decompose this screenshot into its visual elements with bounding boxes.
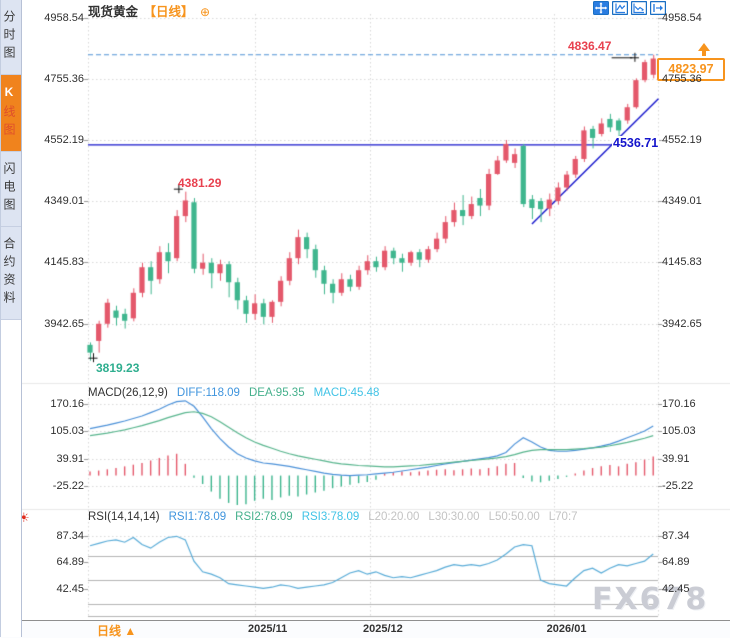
- y-axis-tick-label: 39.91: [56, 452, 84, 465]
- watermark: FX678: [592, 582, 709, 617]
- y-axis-tick-label: 87.34: [56, 529, 84, 542]
- sidebar-item-time-chart[interactable]: 分时图: [1, 0, 21, 75]
- price-pointer-stem: [702, 51, 706, 56]
- symbol-name: 现货黄金: [88, 5, 139, 19]
- y-axis-tick-label: 4552.19: [662, 134, 702, 147]
- y-axis-tick-label: 64.89: [56, 556, 84, 569]
- y-axis-tick-label: 4145.83: [44, 256, 84, 269]
- y-axis-tick-label: 4349.01: [44, 195, 84, 208]
- macd-dea-value: DEA:95.35: [248, 387, 305, 399]
- x-axis-tick-label: 2026/01: [546, 623, 587, 635]
- y-axis-tick-label: 4755.36: [662, 73, 702, 86]
- y-axis-tick-label: 4958.54: [662, 12, 702, 25]
- y-axis-tick-label: -25.22: [52, 480, 84, 493]
- indicator-settings-icon[interactable]: ☀: [18, 510, 30, 525]
- x-axis-tick-label: 2025/11: [248, 623, 288, 635]
- macd-macd-value: MACD:45.48: [313, 387, 380, 399]
- y-axis-tick-label: 170.16: [50, 398, 84, 411]
- period-selector[interactable]: 日线 ▲: [97, 622, 136, 639]
- period-tag: 【日线】: [143, 5, 194, 19]
- chevron-up-icon: ▲: [124, 624, 137, 638]
- sidebar-item-label: 线图: [2, 105, 16, 141]
- y-axis-tick-label: 105.03: [50, 425, 84, 438]
- y-axis-tick-label: -25.22: [662, 480, 694, 493]
- scale-compress-icon[interactable]: [630, 0, 648, 16]
- rsi-l70-level: L70:7: [548, 511, 578, 523]
- macd-indicator-header: MACD(26,12,9) DIFF:118.09 DEA:95.35 MACD…: [88, 387, 379, 399]
- sidebar-item-kline-chart[interactable]: K线图: [1, 75, 21, 152]
- chart-title: 现货黄金 【日线】 ⊕: [88, 1, 210, 20]
- rsi1-value: RSI1:78.09: [168, 511, 227, 523]
- support-price-label: 4536.71: [612, 136, 660, 150]
- rsi2-value: RSI2:78.09: [235, 511, 293, 523]
- peak-price-label: 4381.29: [178, 176, 222, 190]
- y-axis-tick-label: 42.45: [662, 583, 690, 596]
- scale-expand-icon[interactable]: [611, 0, 629, 16]
- y-axis-tick-label: 3942.65: [44, 317, 84, 330]
- rsi-l30-level: L30:30.00: [428, 511, 480, 523]
- add-indicator-icon[interactable]: ⊕: [200, 5, 211, 19]
- y-axis-tick-label: 4552.19: [44, 134, 84, 147]
- y-axis-tick-label: 4349.01: [662, 195, 702, 208]
- y-axis-tick-label: 87.34: [662, 529, 690, 542]
- resistance-price-label: 4836.47: [568, 39, 612, 53]
- macd-name: MACD(26,12,9): [88, 387, 168, 399]
- rsi3-value: RSI3:78.09: [301, 511, 360, 523]
- rsi-l20-level: L20:20.00: [368, 511, 420, 523]
- chart-toolbar: [593, 0, 667, 16]
- sidebar-item-label: K: [2, 85, 16, 105]
- y-axis-tick-label: 3942.65: [662, 317, 702, 330]
- x-axis-tick-label: 2025/12: [362, 623, 403, 635]
- rsi-name: RSI(14,14,14): [88, 511, 160, 523]
- macd-diff-value: DIFF:118.09: [176, 387, 240, 399]
- y-axis-tick-label: 39.91: [662, 452, 690, 465]
- chart-type-sidebar: 分时图 K线图 闪电图 合约资料: [0, 0, 22, 637]
- pan-tool-icon[interactable]: [593, 1, 609, 15]
- rsi-indicator-header: RSI(14,14,14) RSI1:78.09 RSI2:78.09 RSI3…: [88, 511, 578, 523]
- price-pointer-icon: [698, 43, 710, 51]
- y-axis-tick-label: 105.03: [662, 425, 696, 438]
- sidebar-item-contract-info[interactable]: 合约资料: [1, 227, 21, 320]
- low-price-label: 3819.23: [96, 361, 140, 375]
- y-axis-tick-label: 42.45: [56, 583, 84, 596]
- y-axis-tick-label: 4958.54: [44, 12, 84, 25]
- last-price-badge: 4823.97: [657, 58, 725, 81]
- sidebar-item-lightning-chart[interactable]: 闪电图: [1, 152, 21, 227]
- rsi-l50-level: L50:50.00: [488, 511, 540, 523]
- y-axis-tick-label: 170.16: [662, 398, 696, 411]
- y-axis-tick-label: 4755.36: [44, 73, 84, 86]
- y-axis-tick-label: 4145.83: [662, 256, 702, 269]
- x-axis-bar: 日线 ▲ 2025/11 2025/12 2026/01: [0, 620, 730, 638]
- close-panel-icon[interactable]: [649, 0, 667, 16]
- y-axis-tick-label: 64.89: [662, 556, 690, 569]
- period-selector-label: 日线: [97, 624, 122, 638]
